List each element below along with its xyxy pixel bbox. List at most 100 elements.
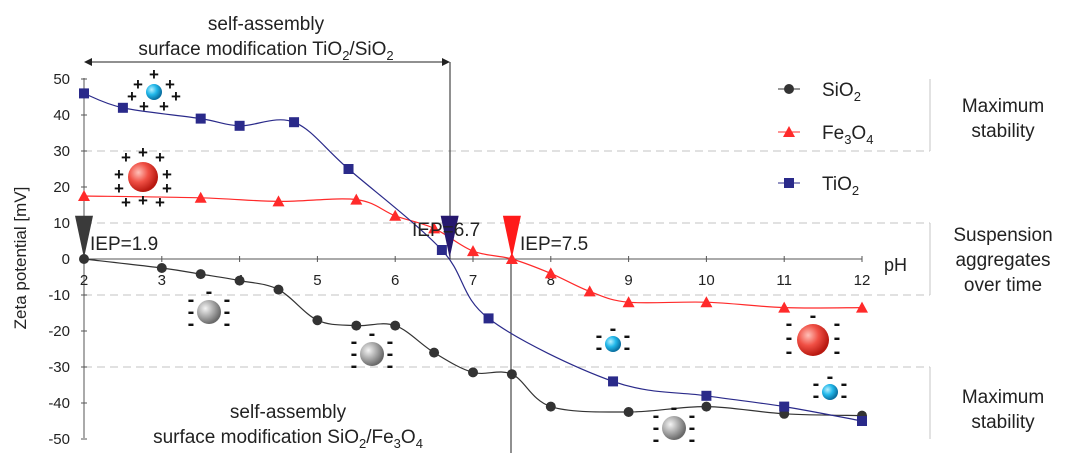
legend-label-tio2: TiO2 — [822, 174, 859, 198]
negative-charge-sign: - — [671, 397, 678, 419]
negative-charge-sign: - — [813, 385, 820, 407]
legend-item-sio2: SiO2 — [778, 80, 861, 104]
positive-charge-sign: + — [138, 143, 148, 162]
negative-charge-sign: - — [206, 281, 213, 303]
x-tick-label: 12 — [854, 272, 871, 289]
point-tio2 — [857, 416, 867, 426]
negative-charge-sign: - — [834, 313, 841, 335]
red-negative-particle-icon — [797, 324, 829, 356]
positive-charge-sign: + — [162, 165, 172, 184]
negative-charge-sign: - — [610, 318, 617, 340]
negative-charge-sign: - — [786, 327, 793, 349]
point-sio2 — [429, 347, 440, 358]
point-tio2 — [195, 113, 206, 124]
gray-negative-particle-icon — [197, 300, 221, 324]
x-tick-label: 3 — [158, 272, 166, 289]
legend-marker-tio2 — [784, 178, 794, 188]
point-sio2 — [701, 401, 712, 412]
bottom-annotation-line2: surface modification SiO2/Fe3O4 — [153, 427, 423, 451]
data-series — [78, 88, 868, 426]
point-fe3o4 — [505, 253, 518, 264]
zone-mid-line2: aggregates — [955, 250, 1050, 271]
top-annotation-line1: self-assembly — [208, 14, 325, 35]
point-tio2 — [436, 245, 447, 255]
negative-charge-sign: - — [351, 331, 358, 353]
positive-charge-sign: + — [162, 179, 172, 198]
negative-charge-sign: - — [224, 301, 231, 323]
point-tio2 — [343, 164, 354, 174]
negative-charge-sign: - — [827, 366, 834, 388]
blue-positive-particle-icon — [146, 84, 162, 100]
blue-negative-particle-icon — [605, 336, 621, 352]
negative-charge-sign: - — [841, 373, 848, 395]
x-tick-label: 8 — [547, 272, 555, 289]
zone-mid-line1: Suspension — [953, 225, 1052, 246]
negative-charge-sign: - — [188, 301, 195, 323]
positive-charge-sign: + — [114, 179, 124, 198]
negative-charge-sign: - — [188, 289, 195, 311]
negative-charge-sign: - — [834, 341, 841, 363]
positive-charge-sign: + — [159, 97, 169, 116]
y-tick-label: -50 — [48, 431, 70, 448]
zone-bottom-line2: stability — [971, 412, 1035, 433]
point-tio2 — [79, 88, 89, 99]
negative-charge-sign: - — [653, 417, 660, 439]
iep-label: IEP=7.5 — [520, 234, 588, 255]
negative-charge-sign: - — [387, 343, 394, 365]
x-tick-label: 6 — [391, 272, 399, 289]
negative-charge-sign: - — [224, 313, 231, 335]
x-tick-label: 9 — [624, 272, 632, 289]
top-arrow-right-head — [442, 58, 450, 66]
point-tio2 — [289, 117, 300, 128]
legend-item-tio2: TiO2 — [778, 174, 859, 198]
positive-charge-sign: + — [139, 97, 149, 116]
negative-charge-sign: - — [369, 323, 376, 345]
negative-charge-sign: - — [624, 325, 631, 347]
gray-negative-particle-icon — [662, 416, 686, 440]
legend-label-fe3o4: Fe3O4 — [822, 123, 873, 147]
blue-negative-particle-icon — [822, 384, 838, 400]
point-sio2 — [195, 269, 206, 280]
positive-charge-sign: + — [171, 87, 181, 106]
positive-charge-sign: + — [114, 165, 124, 184]
zone-mid-line3: over time — [964, 275, 1042, 296]
negative-charge-sign: - — [786, 341, 793, 363]
red-positive-particle-icon — [128, 162, 158, 192]
negative-charge-sign: - — [786, 313, 793, 335]
point-fe3o4 — [428, 222, 441, 234]
top-arrow-left-head — [84, 58, 92, 66]
y-axis-label: Zeta potential [mV] — [11, 187, 30, 330]
legend-label-sio2: SiO2 — [822, 80, 861, 104]
iep-markers: IEP=1.9 IEP=6.7 IEP=7.5 — [75, 215, 588, 258]
point-fe3o4 — [544, 267, 557, 279]
zone-top-line1: Maximum — [962, 96, 1044, 117]
y-tick-label: 0 — [62, 251, 70, 268]
zone-labels: Maximum stability Suspension aggregates … — [953, 96, 1052, 433]
negative-charge-sign: - — [689, 417, 696, 439]
x-tick-label: 11 — [776, 272, 792, 289]
series-fe3o4 — [78, 190, 868, 313]
y-tick-label: 40 — [53, 107, 70, 124]
legend-item-fe3o4: Fe3O4 — [778, 123, 873, 147]
point-sio2 — [545, 401, 556, 412]
positive-charge-sign: + — [155, 193, 165, 212]
negative-charge-sign: - — [188, 313, 195, 335]
y-tick-labels: 50 40 30 20 10 0 -10 -20 -30 -40 -50 — [48, 71, 87, 448]
zone-bottom-line1: Maximum — [962, 387, 1044, 408]
y-tick-label: -40 — [48, 395, 70, 412]
x-tick-label: 10 — [698, 272, 715, 289]
top-annotation-line2: surface modification TiO2/SiO2 — [138, 39, 393, 63]
negative-charge-sign: - — [387, 331, 394, 353]
point-fe3o4 — [467, 245, 479, 257]
point-fe3o4 — [389, 209, 402, 221]
legend: SiO2 Fe3O4 TiO2 — [778, 80, 873, 198]
y-tick-label: 50 — [53, 71, 70, 88]
top-annotation: self-assembly surface modification TiO2/… — [84, 14, 450, 66]
y-tick-label: -20 — [48, 323, 70, 340]
bottom-annotation-line1: self-assembly — [230, 402, 347, 423]
gray-negative-particle-icon — [360, 342, 384, 366]
point-sio2 — [156, 263, 167, 273]
negative-charge-sign: - — [689, 429, 696, 451]
negative-charge-sign: - — [813, 373, 820, 395]
positive-charge-sign: + — [149, 65, 159, 84]
